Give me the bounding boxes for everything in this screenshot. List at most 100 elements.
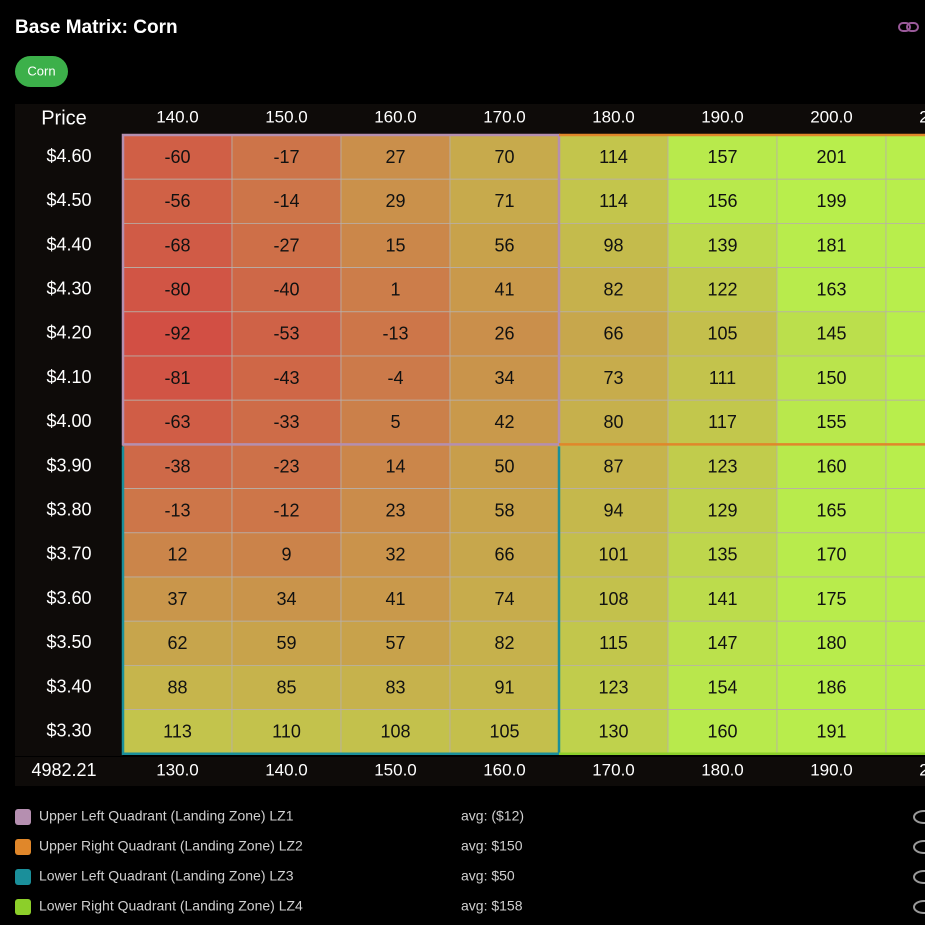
cell: [122, 443, 233, 489]
row-label: $4.60: [46, 146, 91, 166]
legend-swatch: [15, 869, 31, 885]
cell-value: 160: [707, 721, 737, 741]
visibility-toggle[interactable]: [913, 870, 925, 884]
clipped-cell: [885, 709, 925, 755]
cell: [340, 267, 451, 313]
cell-value: -38: [164, 456, 190, 476]
cell: [340, 709, 451, 755]
cell-value: 88: [167, 677, 187, 697]
cell-value: 175: [816, 589, 846, 609]
cell: [122, 267, 233, 313]
legend-label: Upper Right Quadrant (Landing Zone) LZ2: [39, 838, 303, 854]
cell: [122, 620, 233, 666]
legend-avg: avg: $150: [461, 838, 523, 854]
cell: [776, 488, 887, 534]
cell-value: -27: [273, 235, 299, 255]
cell-value: 130: [598, 721, 628, 741]
visibility-toggle[interactable]: [913, 900, 925, 914]
column-header: 160.0: [374, 107, 417, 126]
cell-value: 113: [163, 721, 192, 741]
row-label: $4.10: [46, 367, 91, 387]
clipped-cell: [885, 665, 925, 711]
clipped-cell: [885, 178, 925, 224]
cell: [122, 665, 233, 711]
cell: [667, 576, 778, 622]
cell: [776, 134, 887, 180]
cell-value: -13: [382, 324, 408, 344]
footer-total: 4982.21: [31, 760, 96, 780]
row-label: $3.90: [46, 455, 91, 475]
link-icon[interactable]: [898, 22, 919, 32]
cell: [776, 311, 887, 357]
cell-value: -13: [164, 500, 190, 520]
cell-value: 94: [603, 500, 623, 520]
cell-value: -53: [273, 324, 299, 344]
column-header: 190.0: [701, 107, 744, 126]
cell-value: 114: [599, 147, 628, 167]
cell-value: -56: [164, 191, 190, 211]
cell-value: -40: [273, 279, 299, 299]
cell-value: -92: [164, 324, 190, 344]
cell: [449, 532, 560, 578]
cell: [340, 665, 451, 711]
cell: [122, 311, 233, 357]
cell: [231, 532, 342, 578]
cell-value: 108: [598, 589, 628, 609]
cell: [122, 222, 233, 268]
row-label: $4.00: [46, 411, 91, 431]
tag-label[interactable]: Corn: [27, 63, 55, 78]
cell: [231, 576, 342, 622]
legend-label: Lower Left Quadrant (Landing Zone) LZ3: [39, 868, 294, 884]
cell: [558, 267, 669, 313]
cell: [449, 267, 560, 313]
footer-row: [15, 757, 925, 786]
cell: [231, 267, 342, 313]
cell-value: 9: [281, 545, 291, 565]
footer-column: 180.0: [701, 760, 744, 779]
cell-value: 129: [707, 500, 737, 520]
visibility-toggle[interactable]: [913, 810, 925, 824]
row-label: $4.30: [46, 278, 91, 298]
column-header: 140.0: [156, 107, 199, 126]
clipped-cell: [885, 134, 925, 180]
visibility-toggle[interactable]: [913, 840, 925, 854]
cell: [340, 488, 451, 534]
legend-swatch: [15, 899, 31, 915]
cell-value: 191: [816, 721, 846, 741]
legend-label: Lower Right Quadrant (Landing Zone) LZ4: [39, 898, 303, 914]
cell: [667, 443, 778, 489]
tag-pill[interactable]: [15, 56, 68, 87]
cell: [776, 222, 887, 268]
cell: [340, 620, 451, 666]
cell-value: 135: [707, 545, 737, 565]
cell: [667, 532, 778, 578]
cell: [340, 576, 451, 622]
cell-value: 59: [276, 633, 296, 653]
column-header: 150.0: [265, 107, 308, 126]
cell-value: 83: [385, 677, 405, 697]
cell-value: 145: [816, 324, 846, 344]
cell-value: 34: [494, 368, 514, 388]
cell-value: 154: [707, 677, 737, 697]
cell-value: 91: [494, 677, 514, 697]
cell: [667, 222, 778, 268]
cell: [122, 399, 233, 445]
legend-swatch: [15, 839, 31, 855]
cell: [667, 178, 778, 224]
cell-value: -63: [164, 412, 190, 432]
cell: [122, 134, 233, 180]
cell: [231, 709, 342, 755]
cell: [776, 665, 887, 711]
cell-value: 150: [816, 368, 846, 388]
clipped-cell: [885, 532, 925, 578]
label-column: [15, 134, 123, 756]
corner-label: Price: [41, 107, 87, 129]
cell-value: 42: [494, 412, 514, 432]
cell-value: -14: [273, 191, 299, 211]
header-row: [15, 104, 925, 134]
cell-value: 87: [603, 456, 623, 476]
cell: [231, 443, 342, 489]
cell-value: -68: [164, 235, 190, 255]
cell-value: 5: [390, 412, 400, 432]
